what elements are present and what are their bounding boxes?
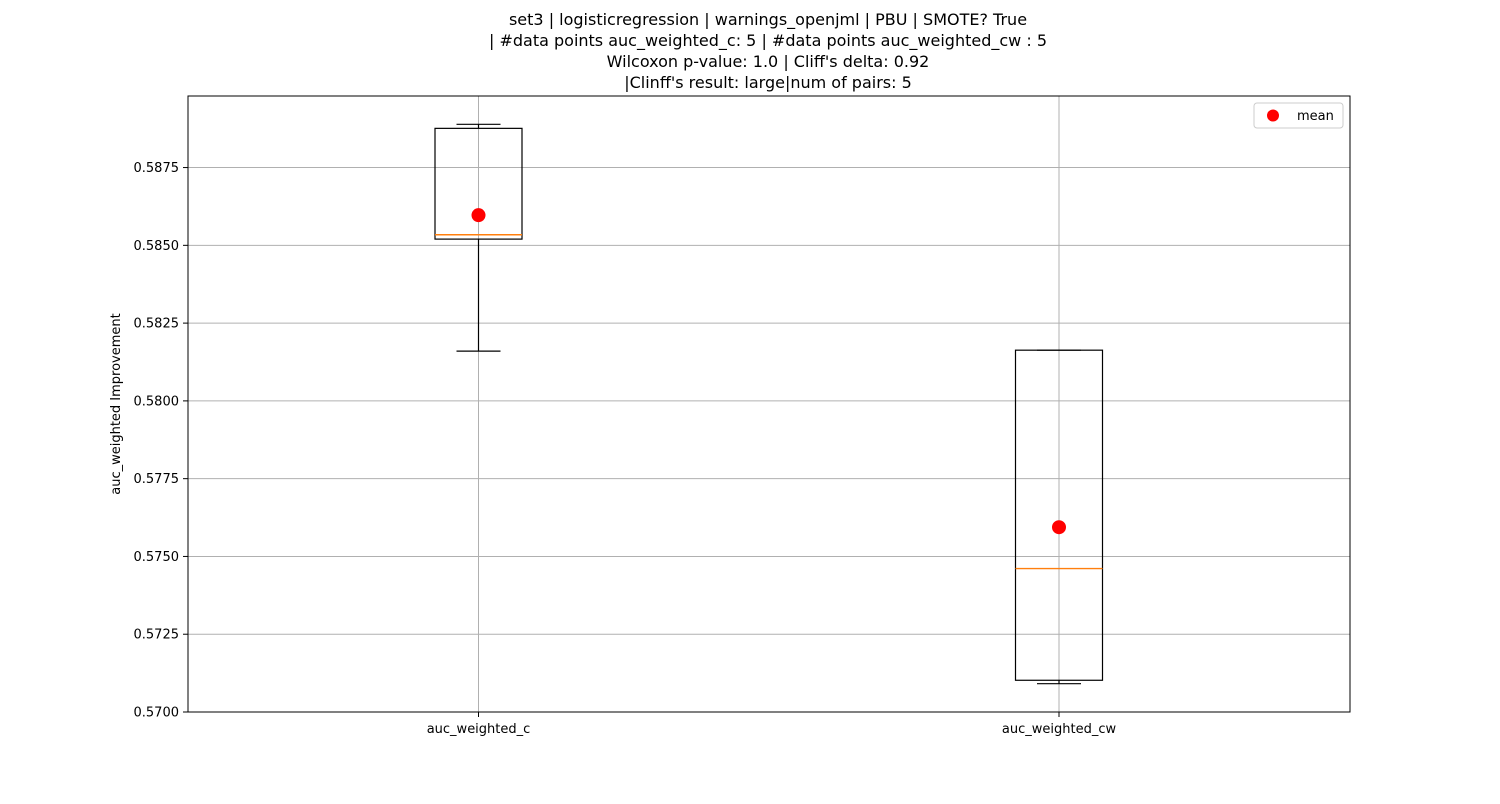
mean-marker [471,208,486,223]
title-line-3: Wilcoxon p-value: 1.0 | Cliff's delta: 0… [607,52,930,71]
chart-title: set3 | logisticregression | warnings_ope… [489,10,1047,92]
x-tick-label: auc_weighted_c [427,722,531,737]
title-line-2: | #data points auc_weighted_c: 5 | #data… [489,31,1047,51]
legend-frame [1253,102,1344,129]
box-iqr [1014,349,1104,681]
plot-frame [187,95,1351,713]
box-auc_weighted_cw [1014,349,1104,685]
y-tick-label: 0.5825 [134,317,180,332]
y-tick-label: 0.5775 [134,472,180,487]
mean-marker [1052,520,1066,535]
y-tick-label: 0.5850 [134,239,180,254]
grid-lines [188,96,1350,713]
title-line-4: |Clinff's result: large|num of pairs: 5 [624,73,912,92]
y-tick-label: 0.5800 [134,394,180,409]
y-tick-label: 0.5875 [134,161,180,176]
box-iqr [434,127,523,240]
y-axis-label: auc_weighted Improvement [109,313,124,495]
box-auc_weighted_c [434,123,523,352]
x-tick-label: auc_weighted_cw [1002,722,1117,737]
box-series [434,123,1104,685]
title-line-1: set3 | logisticregression | warnings_ope… [509,10,1027,30]
legend-mean-marker [1267,109,1279,122]
y-tick-label: 0.5725 [134,628,180,643]
axes: 0.5700 0.5725 0.5750 0.5775 0.5800 0.5825 0.58… [134,95,1351,737]
legend-label-mean: mean [1297,109,1334,124]
legend: mean [1253,102,1344,129]
y-tick-label: 0.5700 [134,706,180,721]
y-tick-label: 0.5750 [134,550,180,565]
